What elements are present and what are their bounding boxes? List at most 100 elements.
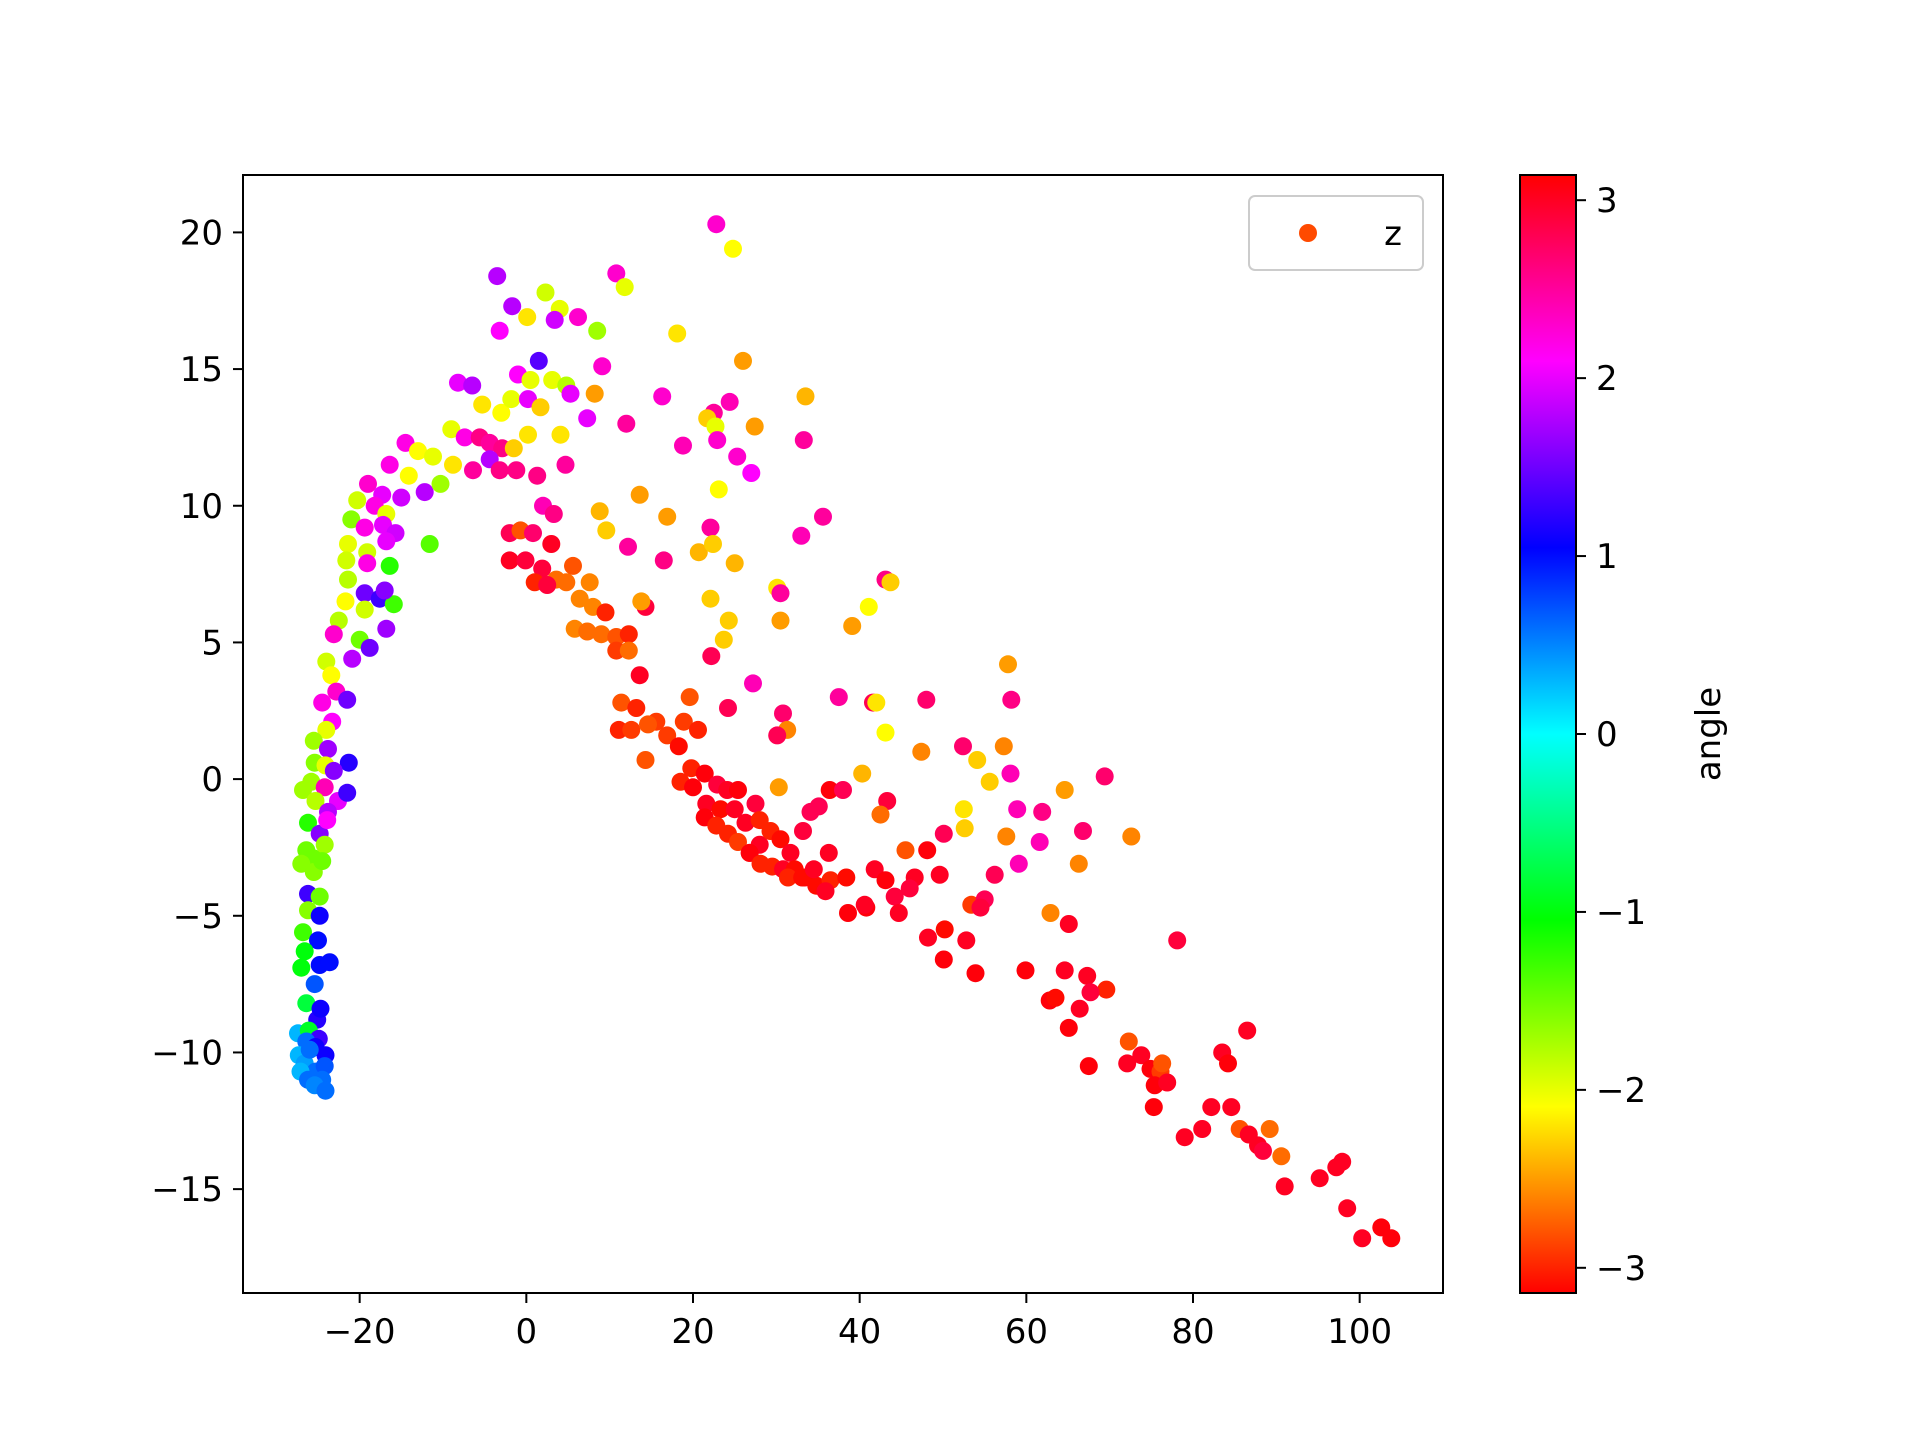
scatter-point xyxy=(781,843,800,862)
scatter-point xyxy=(409,442,427,461)
x-axis: −20 0 20 40 60 80 100 xyxy=(324,1293,1392,1352)
scatter-point xyxy=(689,543,708,562)
scatter-point xyxy=(531,398,550,417)
scatter-point xyxy=(658,507,677,526)
scatter-point xyxy=(630,485,649,504)
scatter-point xyxy=(1016,961,1035,980)
scatter-point xyxy=(1158,1073,1177,1092)
scatter-point xyxy=(564,556,582,575)
scatter-point xyxy=(297,994,316,1013)
scatter-point xyxy=(771,830,790,849)
scatter-point xyxy=(919,928,937,947)
scatter-point xyxy=(622,720,641,739)
scatter-point xyxy=(843,617,862,635)
scatter-point xyxy=(360,638,379,657)
scatter-point xyxy=(324,625,343,644)
scatter-point xyxy=(320,953,339,972)
scatter-point xyxy=(590,502,609,521)
scatter-point xyxy=(744,674,762,693)
scatter-point xyxy=(338,783,357,802)
scatter-point xyxy=(304,731,323,750)
scatter-point xyxy=(794,431,813,450)
scatter-point xyxy=(725,554,744,573)
scatter-point xyxy=(680,688,699,707)
scatter-point xyxy=(1202,1098,1221,1117)
scatter-point xyxy=(524,524,542,543)
scatter-point xyxy=(358,554,377,573)
colorbar-tick-label: −3 xyxy=(1596,1249,1646,1289)
scatter-point xyxy=(985,865,1004,884)
scatter-point xyxy=(317,652,336,671)
scatter-point xyxy=(319,740,337,758)
scatter-point xyxy=(1132,1046,1151,1065)
scatter-point xyxy=(384,595,403,614)
scatter-point xyxy=(380,556,399,575)
y-tick-label: 0 xyxy=(201,760,223,800)
scatter-point xyxy=(442,420,461,439)
scatter-point xyxy=(617,414,636,433)
scatter-point xyxy=(338,690,357,709)
scatter-point xyxy=(794,822,812,840)
scatter-point xyxy=(1074,822,1092,840)
scatter-point xyxy=(1079,1057,1098,1076)
scatter-point xyxy=(1168,931,1187,950)
scatter-point xyxy=(971,898,990,917)
colorbar-gradient xyxy=(1519,174,1577,1294)
scatter-point xyxy=(592,625,611,644)
scatter-point xyxy=(636,751,655,769)
scatter-point xyxy=(653,387,672,406)
scatter-point xyxy=(934,824,953,843)
x-tick-label: 100 xyxy=(1327,1312,1392,1352)
scatter-point xyxy=(488,267,507,286)
colorbar-label: angle xyxy=(1689,687,1729,781)
scatter-point xyxy=(615,278,634,297)
scatter-point xyxy=(935,920,954,939)
scatter-point xyxy=(725,800,744,819)
scatter-point xyxy=(521,371,540,389)
scatter-point xyxy=(746,794,765,813)
scatter-point xyxy=(1002,690,1021,709)
scatter-point xyxy=(658,726,677,745)
scatter-point xyxy=(544,505,563,523)
scatter-point xyxy=(310,906,329,925)
y-tick-label: 10 xyxy=(180,487,223,527)
y-tick-label: 15 xyxy=(180,350,223,390)
scatter-point xyxy=(881,573,900,592)
scatter-point xyxy=(528,466,547,485)
x-tick-label: 40 xyxy=(838,1312,881,1352)
scatter-point xyxy=(814,507,832,526)
scatter-point xyxy=(536,283,555,302)
scatter-point xyxy=(324,761,343,780)
scatter-point xyxy=(377,619,396,638)
scatter-point xyxy=(424,447,442,466)
scatter-point xyxy=(639,715,657,734)
scatter-point xyxy=(734,351,752,370)
scatter-point xyxy=(318,811,337,830)
scatter-point xyxy=(1059,915,1078,933)
scatter-point xyxy=(853,764,872,783)
scatter-point xyxy=(792,526,811,545)
scatter-point xyxy=(954,800,973,819)
scatter-point xyxy=(632,592,651,611)
scatter-point xyxy=(1353,1229,1372,1248)
scatter-point xyxy=(561,384,580,403)
colorbar-tick-label: 1 xyxy=(1596,537,1618,577)
scatter-point xyxy=(339,753,358,772)
scatter-point xyxy=(545,310,564,329)
scatter-point xyxy=(957,931,976,950)
scatter-point xyxy=(704,535,722,553)
scatter-point xyxy=(313,693,332,712)
y-tick-label: −5 xyxy=(173,897,223,937)
scatter-point xyxy=(305,975,324,994)
scatter-point xyxy=(309,931,327,950)
scatter-point xyxy=(719,699,737,717)
scatter-point xyxy=(1119,1032,1138,1051)
scatter-point xyxy=(654,551,673,570)
scatter-point xyxy=(1001,764,1020,783)
scatter-point xyxy=(597,521,616,540)
scatter-point xyxy=(593,357,612,376)
scatter-point xyxy=(1238,1021,1257,1040)
scatter-point xyxy=(724,239,742,258)
scatter-point xyxy=(876,871,895,890)
